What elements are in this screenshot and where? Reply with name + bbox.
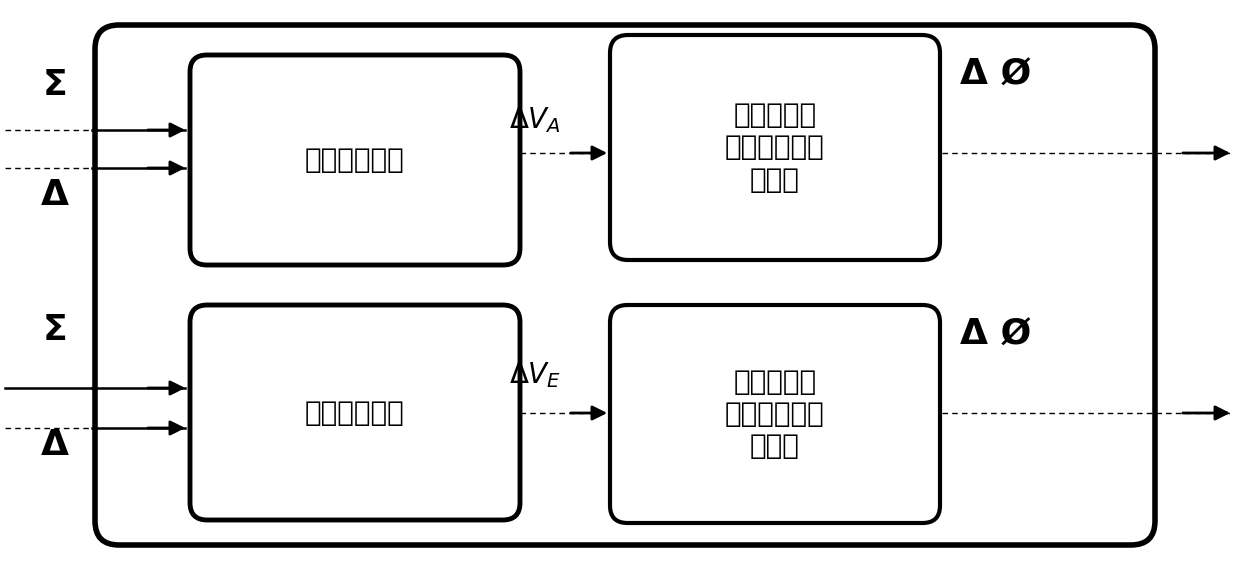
Text: 相关俯仰角误: 相关俯仰角误: [305, 399, 405, 427]
FancyBboxPatch shape: [190, 55, 520, 265]
Text: 按天线跟踪
归一化差斜率
折算出: 按天线跟踪 归一化差斜率 折算出: [725, 101, 825, 194]
Text: Δ: Δ: [41, 178, 69, 212]
Text: 按天线跟踪
归一化差斜率
折算出: 按天线跟踪 归一化差斜率 折算出: [725, 368, 825, 460]
FancyBboxPatch shape: [610, 305, 940, 523]
Text: Σ: Σ: [42, 68, 67, 102]
FancyBboxPatch shape: [95, 25, 1154, 545]
Text: Σ: Σ: [42, 313, 67, 347]
FancyBboxPatch shape: [190, 305, 520, 520]
FancyBboxPatch shape: [610, 35, 940, 260]
Text: Δ Ø: Δ Ø: [960, 58, 1032, 92]
Text: Δ: Δ: [41, 428, 69, 462]
Text: $\Delta V_A$: $\Delta V_A$: [508, 105, 560, 135]
Text: 相关方位角误: 相关方位角误: [305, 146, 405, 174]
Text: $\Delta V_E$: $\Delta V_E$: [508, 360, 562, 390]
Text: Δ Ø: Δ Ø: [960, 318, 1032, 352]
